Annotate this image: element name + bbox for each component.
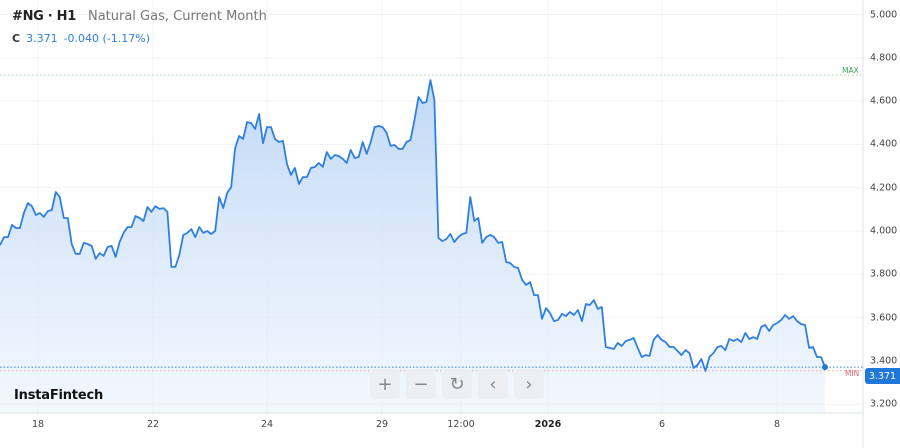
chevron-left-icon: ‹ <box>489 373 497 395</box>
zoom-in-button[interactable]: + <box>370 369 400 399</box>
y-tick-label: 3.400 <box>870 355 898 367</box>
symbol: #NG · H1 <box>12 9 76 24</box>
y-tick-label: 4.400 <box>870 138 898 150</box>
y-tick-label: 5.000 <box>870 9 898 20</box>
min-label: MIN <box>845 369 860 378</box>
chevron-right-icon: › <box>525 373 533 395</box>
price-change: -0.040 (-1.17%) <box>63 32 151 45</box>
y-tick-label: 4.600 <box>870 95 898 107</box>
scroll-left-button[interactable]: ‹ <box>478 369 508 399</box>
y-tick-label: 4.800 <box>870 52 898 64</box>
x-tick-label: 8 <box>773 419 781 430</box>
x-tick-label: 24 <box>260 419 274 430</box>
last-price-badge: 3.371 <box>865 368 900 384</box>
price-area <box>0 80 825 413</box>
reset-button[interactable]: ↻ <box>442 369 472 399</box>
x-tick-label: 29 <box>375 419 389 430</box>
x-tick-label: 6 <box>658 419 666 430</box>
quote-line: C 3.371 -0.040 (-1.17%) <box>12 32 156 45</box>
x-tick-label: 2026 <box>534 419 562 430</box>
close-label: C <box>12 32 21 45</box>
plus-icon: + <box>377 373 393 395</box>
y-tick-label: 4.200 <box>870 182 898 194</box>
chart-controls: + − ↻ ‹ › <box>370 369 544 399</box>
x-tick-label: 22 <box>146 419 160 430</box>
last-price-dot <box>822 364 828 371</box>
zoom-out-button[interactable]: − <box>406 369 436 399</box>
max-label: MAX <box>842 66 859 75</box>
scroll-right-button[interactable]: › <box>514 369 544 399</box>
price-line <box>0 79 826 372</box>
x-tick-label: 18 <box>31 419 45 430</box>
logo: InstaFintech <box>14 388 103 403</box>
y-tick-label: 3.800 <box>870 268 898 280</box>
y-tick-label: 3.200 <box>870 398 898 410</box>
y-tick-label: 3.600 <box>870 312 898 324</box>
chart-title: #NG · H1 Natural Gas, Current Month <box>12 9 267 24</box>
minus-icon: − <box>413 373 429 395</box>
y-tick-label: 4.000 <box>870 225 898 237</box>
last-price: 3.371 <box>26 32 58 45</box>
instrument-name: Natural Gas, Current Month <box>87 9 267 24</box>
x-tick-label: 12:00 <box>447 419 475 430</box>
reset-icon: ↻ <box>449 373 465 395</box>
